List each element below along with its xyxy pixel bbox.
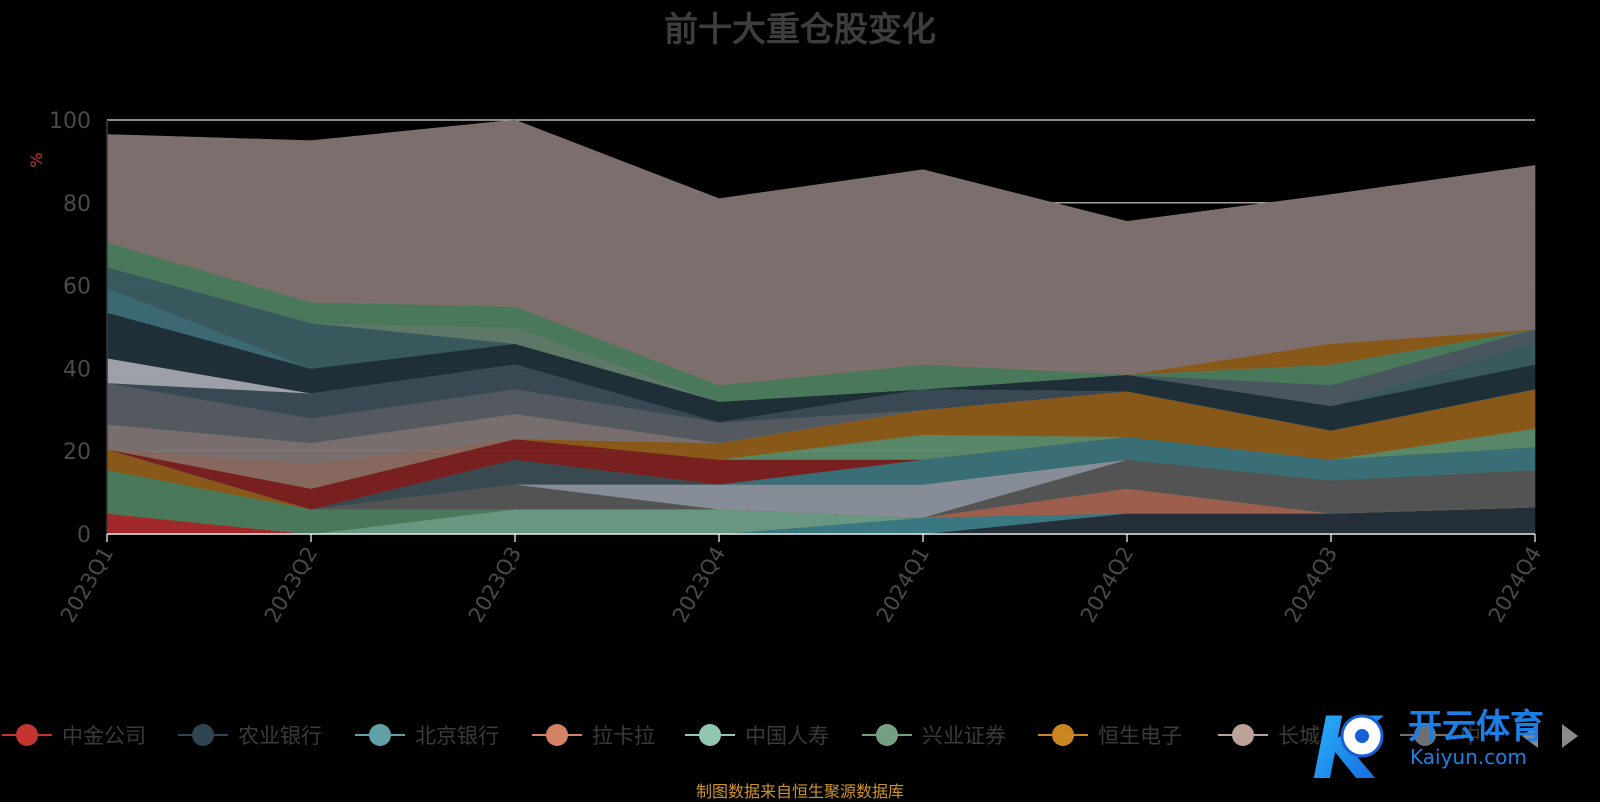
legend-label: 中国人寿: [745, 724, 829, 748]
legend-item[interactable]: 恒生电子: [1038, 718, 1182, 752]
legend-label: 兴业证券: [922, 724, 1006, 748]
legend-item[interactable]: 中: [1400, 718, 1481, 752]
legend-item[interactable]: 兴业证券: [862, 718, 1006, 752]
legend-item[interactable]: 北京银行: [355, 718, 499, 752]
x-tick-label: 2023Q4: [668, 543, 730, 627]
y-tick-label: 100: [49, 109, 91, 134]
legend-label: 恒生电子: [1098, 724, 1182, 748]
x-tick-label: 2024Q1: [872, 543, 934, 627]
legend-marker-icon: [1218, 718, 1268, 752]
legend-marker-icon: [862, 718, 912, 752]
x-tick-label: 2023Q3: [464, 543, 526, 627]
legend-pager: [1522, 724, 1578, 748]
legend-marker-icon: [1038, 718, 1088, 752]
legend-marker-icon: [178, 718, 228, 752]
x-tick-label: 2024Q3: [1280, 543, 1342, 627]
legend-item[interactable]: 中国人寿: [685, 718, 829, 752]
legend-label: 北京银行: [415, 724, 499, 748]
legend-marker-icon: [1400, 718, 1450, 752]
legend-marker-icon: [2, 718, 52, 752]
x-tick-label: 2023Q1: [56, 543, 118, 627]
y-tick-label: 40: [63, 357, 91, 382]
y-axis-label: %: [27, 152, 46, 167]
watermark-domain: Kaiyun.com: [1410, 745, 1527, 769]
legend-label: 农业银行: [238, 724, 322, 748]
legend-label: 中金公司: [62, 724, 146, 748]
x-tick-label: 2024Q2: [1076, 543, 1138, 627]
chart-title: 前十大重仓股变化: [664, 10, 936, 50]
y-tick-label: 80: [63, 192, 91, 217]
legend-marker-icon: [355, 718, 405, 752]
chart-legend: 中金公司 农业银行 北京银行 拉卡拉 中国人寿 兴业证券 恒生电子 长城 中: [0, 718, 1600, 752]
x-tick-label: 2024Q4: [1484, 543, 1546, 627]
x-tick-label: 2023Q2: [260, 543, 322, 627]
source-note: 制图数据来自恒生聚源数据库: [695, 782, 904, 801]
y-tick-label: 60: [63, 275, 91, 300]
legend-item[interactable]: 农业银行: [178, 718, 322, 752]
legend-marker-icon: [685, 718, 735, 752]
y-tick-label: 0: [77, 523, 91, 548]
legend-item[interactable]: 拉卡拉: [532, 718, 655, 752]
watermark-logo: K 开云体育 Kaiyun.com: [1312, 699, 1544, 798]
y-tick-label: 20: [63, 440, 91, 465]
legend-item[interactable]: 长城: [1218, 718, 1320, 752]
legend-marker-icon: [532, 718, 582, 752]
legend-prev-icon[interactable]: [1522, 724, 1538, 748]
legend-item[interactable]: 中金公司: [2, 718, 146, 752]
legend-label: 拉卡拉: [592, 724, 655, 748]
legend-label: 中: [1460, 724, 1481, 748]
legend-label: 长城: [1278, 724, 1320, 748]
watermark-brand: 开云体育: [1408, 707, 1544, 747]
legend-next-icon[interactable]: [1562, 724, 1578, 748]
area-layer: [106, 119, 1536, 535]
area-series: [106, 119, 1536, 386]
